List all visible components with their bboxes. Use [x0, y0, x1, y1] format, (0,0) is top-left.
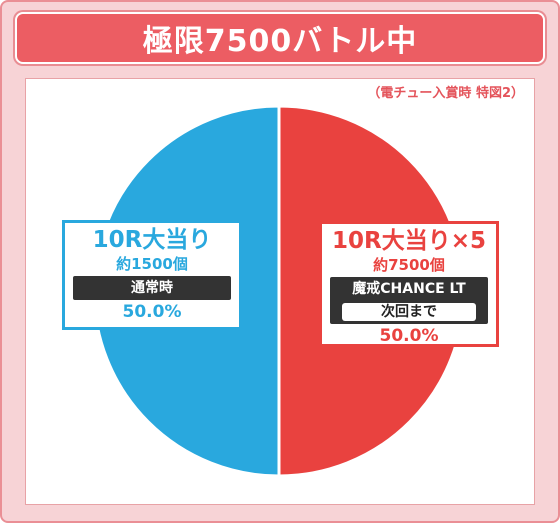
slice-mode-name: 魔戒CHANCE LT	[352, 281, 466, 297]
slice-mode-tag: 通常時	[73, 276, 231, 300]
chart-title: 極限7500バトル中	[15, 12, 545, 64]
slice-title: 10R大当り×5	[332, 228, 486, 254]
slice-payout: 約7500個	[373, 256, 445, 274]
slice-percentage: 50.0%	[379, 326, 439, 346]
slice-percentage: 50.0%	[122, 302, 182, 322]
slice-mode-duration: 次回まで	[342, 303, 476, 321]
slice-payout: 約1500個	[116, 255, 188, 273]
slice-label-box-lt: 10R大当り×5 約7500個 魔戒CHANCE LT 次回まで 50.0%	[319, 221, 499, 347]
chart-note: （電チュー入賞時 特図2）	[367, 86, 524, 101]
slice-label-box-normal: 10R大当り 約1500個 通常時 50.0%	[62, 220, 242, 330]
slice-mode-tag: 魔戒CHANCE LT 次回まで	[330, 277, 488, 324]
slice-title: 10R大当り	[92, 227, 212, 253]
